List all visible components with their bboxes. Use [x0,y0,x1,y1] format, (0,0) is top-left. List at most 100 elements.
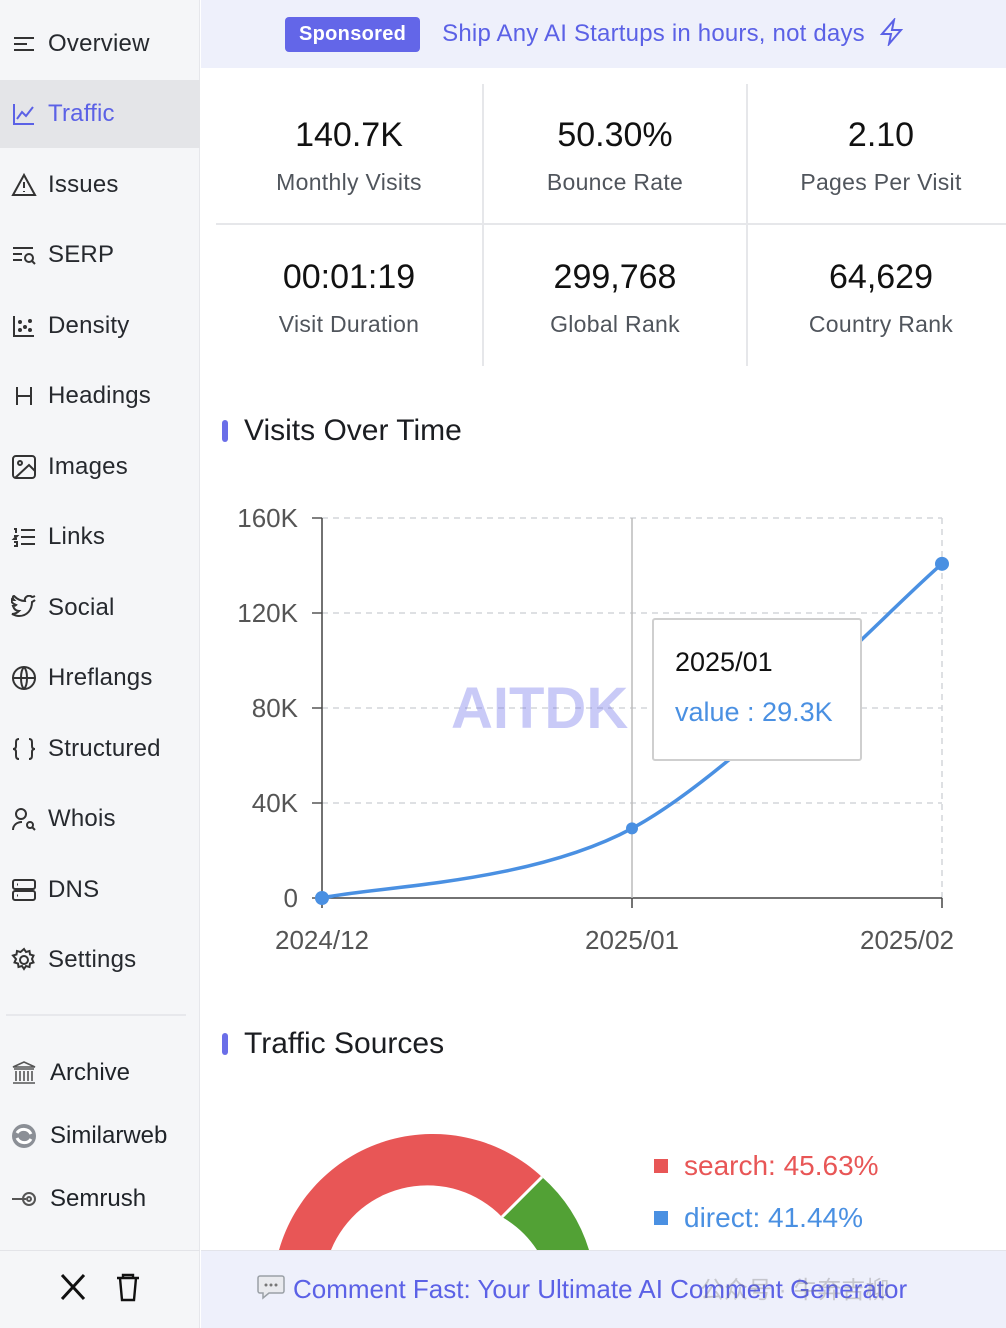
sidebar-item-label: Traffic [48,100,115,127]
sidebar-item-overview[interactable]: Overview [0,10,200,78]
stat-value: 00:01:19 [282,258,416,296]
section-marker [222,420,228,442]
image-icon [10,453,38,481]
sponsored-badge: Sponsored [285,16,421,52]
list-icon [10,30,38,58]
legend-label: search: 45.63% [684,1150,879,1181]
sidebar-ext-label: Semrush [50,1185,147,1212]
stat-value: 299,768 [553,258,677,296]
bottom-promo-text[interactable]: Comment Fast: Your Ultimate AI Comment G… [293,1274,908,1304]
braces-icon [10,735,38,763]
sidebar-item-label: DNS [48,876,100,903]
sidebar-item-label: Issues [48,171,119,198]
sidebar-item-hreflangs[interactable]: Hreflangs [0,644,200,712]
stats-grid: 140.7K Monthly Visits 50.30% Bounce Rate… [216,84,1006,366]
sidebar-item-structured[interactable]: Structured [0,715,200,783]
banner-text[interactable]: Ship Any AI Startups in hours, not days [442,20,865,47]
bird-icon [10,594,38,622]
y-tick-label: 120K [237,598,298,628]
sidebar-item-settings[interactable]: Settings [0,926,200,994]
x-tick-label: 2025/02 [860,925,954,955]
sidebar-item-label: Hreflangs [48,664,153,691]
traffic-legend: search: 45.63% direct: 41.44% [654,1140,879,1244]
donut-separator [500,1175,544,1219]
sidebar-item-social[interactable]: Social [0,574,200,642]
sidebar-item-label: Whois [48,805,116,832]
stats-divider [216,223,1006,225]
sidebar-item-label: Overview [48,30,150,57]
stat-label: Visit Duration [278,311,420,337]
sidebar-link-similarweb[interactable]: Similarweb [0,1108,200,1164]
gear-icon [10,946,38,974]
sidebar-item-label: Structured [48,735,161,762]
lightning-icon [879,15,905,51]
warning-icon [10,171,38,199]
y-tick-label: 80K [252,693,299,723]
sidebar-link-archive[interactable]: Archive [0,1045,200,1101]
globe-icon [10,664,38,692]
sponsored-banner[interactable]: Sponsored Ship Any AI Startups in hours,… [201,0,1006,68]
trash-icon[interactable] [114,1272,142,1307]
sidebar-item-label: Density [48,312,130,339]
sidebar-item-label: SERP [48,241,115,268]
sidebar-item-issues[interactable]: Issues [0,151,200,219]
stat-label: Monthly Visits [276,169,422,195]
numbered-list-icon [10,523,38,551]
x-logo-icon[interactable] [58,1272,88,1307]
semrush-logo-icon [10,1185,38,1213]
y-tick-label: 0 [284,883,298,913]
scatter-icon [10,312,38,340]
stat-value: 64,629 [829,258,933,296]
y-tick-label: 40K [252,788,299,818]
sidebar: Overview Traffic Issues SERP Density Hea… [0,0,200,1328]
similarweb-logo-icon [10,1122,38,1150]
speech-bubble-icon [257,1274,285,1305]
stat-country-rank: 64,629 Country Rank [748,226,1006,366]
sidebar-link-semrush[interactable]: Semrush [0,1171,200,1227]
stat-bounce-rate: 50.30% Bounce Rate [482,84,748,224]
legend-item-direct[interactable]: direct: 41.44% [654,1192,879,1244]
archive-building-icon [10,1059,38,1087]
sidebar-item-images[interactable]: Images [0,433,200,501]
x-tick-label: 2024/12 [275,925,369,955]
stat-label: Bounce Rate [546,169,684,195]
sidebar-item-serp[interactable]: SERP [0,221,200,289]
stats-divider [746,84,748,366]
stats-divider [482,84,484,366]
stat-label: Pages Per Visit [800,169,962,195]
donut-segment-search[interactable] [279,1133,542,1250]
visits-section-title: Visits Over Time [222,414,462,448]
sidebar-item-traffic[interactable]: Traffic [0,80,200,148]
user-search-icon [10,805,38,833]
sidebar-item-whois[interactable]: Whois [0,785,200,853]
data-point [935,556,949,571]
stat-pages-per-visit: 2.10 Pages Per Visit [748,84,1006,224]
stat-global-rank: 299,768 Global Rank [482,226,748,366]
sidebar-item-label: Links [48,523,106,550]
sidebar-item-label: Social [48,594,115,621]
stat-visit-duration: 00:01:19 Visit Duration [216,226,482,366]
heading-icon [10,382,38,410]
sidebar-item-label: Images [48,453,128,480]
stat-monthly-visits: 140.7K Monthly Visits [216,84,482,224]
sidebar-footer [0,1250,200,1328]
legend-swatch [654,1159,668,1173]
legend-swatch [654,1211,668,1225]
bottom-promo-bar[interactable]: Comment Fast: Your Ultimate AI Comment G… [201,1250,1006,1328]
server-icon [10,876,38,904]
sidebar-item-links[interactable]: Links [0,503,200,571]
tooltip-title: 2025/01 [675,647,773,677]
traffic-sources-donut[interactable] [201,1110,641,1250]
x-tick-label: 2025/01 [585,925,679,955]
traffic-section-title: Traffic Sources [222,1027,444,1061]
visits-chart[interactable]: 0 40K 80K 120K 160K 2024/12 2025/01 2025/02 AITD… [201,480,991,980]
page-watermark: 公众号 · 牛奔吉柳 [700,1277,890,1304]
stat-value: 140.7K [295,116,403,154]
legend-item-search[interactable]: search: 45.63% [654,1140,879,1192]
sidebar-item-density[interactable]: Density [0,292,200,360]
sidebar-item-dns[interactable]: DNS [0,856,200,924]
section-title-text: Traffic Sources [244,1027,445,1060]
tooltip-value: value : 29.3K [675,697,833,727]
data-point [626,822,638,835]
sidebar-item-headings[interactable]: Headings [0,362,200,430]
